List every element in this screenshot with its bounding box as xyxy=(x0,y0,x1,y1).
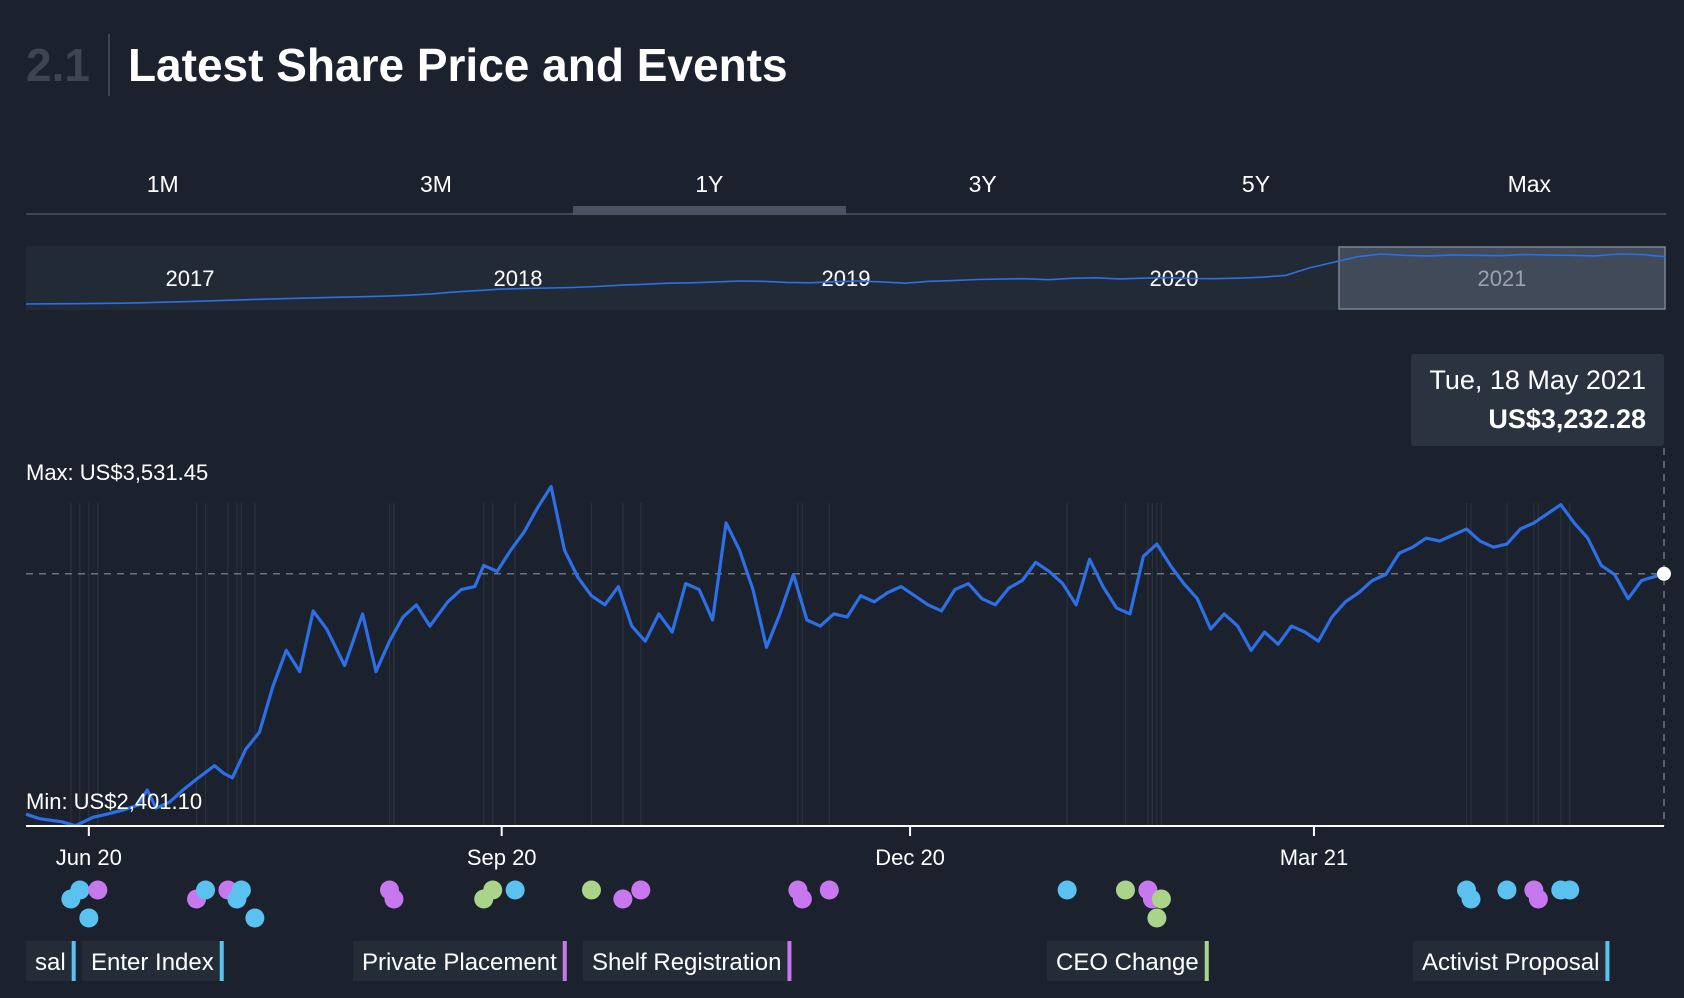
x-tick-label: Dec 20 xyxy=(875,845,945,870)
event-marker xyxy=(88,880,108,900)
event-label-background xyxy=(82,941,223,981)
tab-1y[interactable]: 1Y xyxy=(572,160,847,215)
event-marker xyxy=(581,880,601,900)
max-label: Max: US$3,531.45 xyxy=(26,460,208,485)
event-marker xyxy=(1151,889,1171,909)
page-title: Latest Share Price and Events xyxy=(127,39,788,91)
event-label-color-bar xyxy=(219,941,224,981)
event-marker xyxy=(1461,889,1481,909)
event-label-text: CEO Change xyxy=(1056,949,1199,976)
event-label-color-bar xyxy=(562,941,567,981)
x-tick-label: Sep 20 xyxy=(467,845,537,870)
event-marker xyxy=(1497,880,1517,900)
event-label-background xyxy=(1413,941,1609,981)
navigator-year-label: 2017 xyxy=(166,266,215,291)
event-label: Shelf Registration xyxy=(583,941,792,981)
event-label-color-bar xyxy=(1605,941,1610,981)
event-marker xyxy=(505,880,525,900)
event-label: CEO Change xyxy=(1047,941,1209,981)
current-point xyxy=(1657,566,1671,581)
event-marker xyxy=(245,908,265,928)
event-marker xyxy=(483,880,503,900)
tab-3y[interactable]: 3Y xyxy=(968,171,997,197)
event-label-text: Activist Proposal xyxy=(1422,949,1599,976)
event-marker xyxy=(1147,908,1167,928)
event-marker xyxy=(631,880,651,900)
event-label-text: sal xyxy=(35,949,66,976)
price-tooltip xyxy=(1411,354,1664,446)
range-tabs: 1M 3M 1Y 3Y 5Y Max xyxy=(26,160,1666,215)
event-label-background xyxy=(26,941,75,981)
event-marker xyxy=(1528,889,1548,909)
event-marker xyxy=(819,880,839,900)
event-marker xyxy=(79,908,99,928)
event-label-color-bar xyxy=(71,941,76,981)
tab-3m[interactable]: 3M xyxy=(420,171,452,197)
event-label-text: Enter Index xyxy=(91,949,214,976)
event-label-color-bar xyxy=(1204,941,1209,981)
event-label: Private Placement xyxy=(353,941,567,981)
navigator-year-label: 2019 xyxy=(822,266,871,291)
section-number: 2.1 xyxy=(26,34,110,96)
event-marker xyxy=(792,889,812,909)
event-marker xyxy=(1560,880,1580,900)
event-label: sal xyxy=(26,941,76,981)
event-marker xyxy=(613,889,633,909)
navigator-year-label: 2021 xyxy=(1478,266,1527,291)
tab-5y[interactable]: 5Y xyxy=(1241,171,1271,197)
tooltip-price: US$3,232.28 xyxy=(1488,404,1646,434)
tab-max[interactable]: Max xyxy=(1507,171,1552,197)
tab-1m[interactable]: 1M xyxy=(146,171,179,197)
price-line xyxy=(25,484,1665,828)
event-marker xyxy=(70,880,90,900)
x-tick-label: Jun 20 xyxy=(56,845,122,870)
event-label-background xyxy=(1047,941,1208,981)
event-label-background xyxy=(353,941,566,981)
event-label: Activist Proposal xyxy=(1413,941,1610,981)
navigator-year-label: 2018 xyxy=(494,266,543,291)
event-marker xyxy=(1057,880,1077,900)
event-label-background xyxy=(583,941,791,981)
navigator-price-line xyxy=(25,253,1667,305)
event-marker xyxy=(196,880,216,900)
event-label: Enter Index xyxy=(82,941,224,981)
event-label-text: Shelf Registration xyxy=(592,949,781,976)
x-tick-label: Mar 21 xyxy=(1280,845,1348,870)
event-label-text: Private Placement xyxy=(362,949,557,976)
event-marker xyxy=(231,880,251,900)
event-label-color-bar xyxy=(787,941,792,981)
event-marker xyxy=(1115,880,1135,900)
navigator-selection xyxy=(1338,246,1666,310)
tooltip-date: Tue, 18 May 2021 xyxy=(1429,365,1646,395)
event-marker xyxy=(384,889,404,909)
section-header: 2.1 Latest Share Price and Events xyxy=(26,34,788,96)
min-label: Min: US$2,401.10 xyxy=(26,789,202,814)
